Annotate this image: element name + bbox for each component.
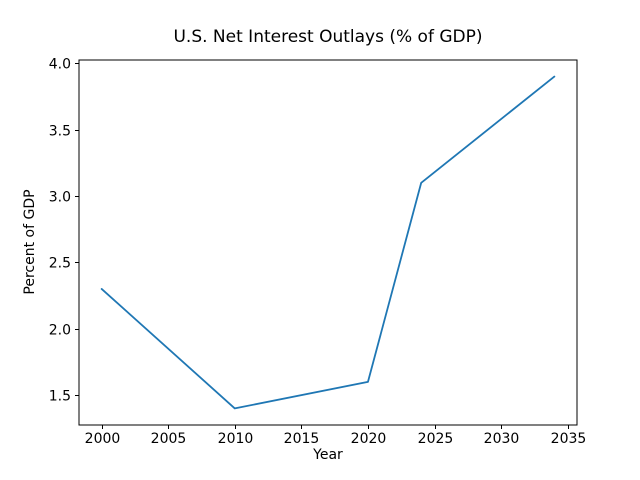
x-tick-label: 2035 bbox=[551, 431, 587, 447]
data-line bbox=[100, 75, 556, 410]
y-tick-label: 1.5 bbox=[49, 389, 71, 405]
x-tick-label: 2010 bbox=[218, 431, 254, 447]
y-tick-label: 2.0 bbox=[49, 323, 71, 339]
x-tick-label: 2025 bbox=[418, 431, 454, 447]
plot-area bbox=[78, 59, 578, 426]
x-tick-label: 2015 bbox=[284, 431, 320, 447]
x-axis-label: Year bbox=[313, 447, 343, 463]
x-tick-label: 2020 bbox=[351, 431, 387, 447]
chart-title: U.S. Net Interest Outlays (% of GDP) bbox=[173, 27, 483, 47]
y-tick-label: 3.5 bbox=[49, 124, 71, 140]
y-tick-label: 4.0 bbox=[49, 57, 71, 73]
y-tick-label: 2.5 bbox=[49, 256, 71, 272]
x-tick-label: 2005 bbox=[151, 431, 187, 447]
y-tick-label: 3.0 bbox=[49, 190, 71, 206]
x-tick-label: 2000 bbox=[85, 431, 121, 447]
x-tick-label: 2030 bbox=[484, 431, 520, 447]
